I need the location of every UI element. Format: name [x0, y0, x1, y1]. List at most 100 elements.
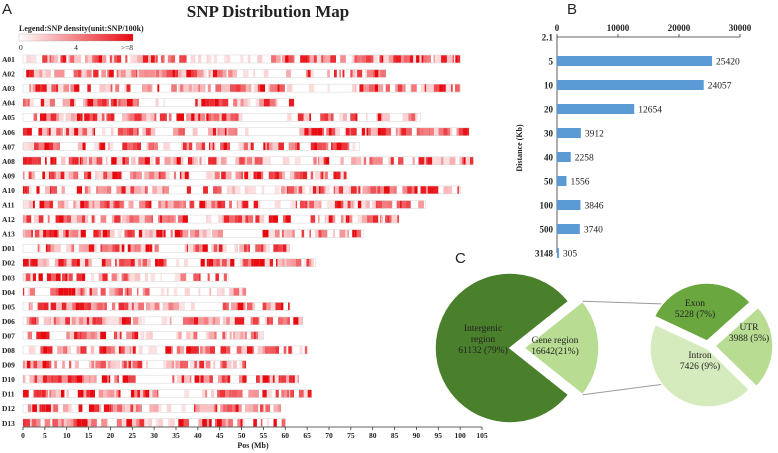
snp-density-block: [86, 389, 90, 398]
snp-density-block: [209, 375, 213, 383]
snp-density-block: [91, 215, 95, 223]
snp-density-block: [237, 98, 241, 107]
snp-density-block: [146, 142, 149, 150]
snp-density-block: [74, 128, 79, 136]
snp-density-block: [208, 259, 214, 267]
connector-line: [582, 300, 666, 305]
snp-density-block: [41, 389, 46, 398]
snp-density-block: [209, 346, 216, 354]
snp-density-block: [94, 55, 99, 63]
chromosome-label: A13: [2, 230, 15, 239]
snp-density-block: [309, 186, 312, 194]
snp-density-block: [102, 128, 106, 136]
snp-density-block: [316, 55, 322, 63]
snp-density-block: [222, 244, 227, 252]
snp-density-block: [159, 215, 163, 223]
snp-density-block: [319, 157, 324, 165]
snp-density-block: [119, 331, 122, 340]
snp-density-block: [107, 142, 110, 150]
snp-density-block: [100, 142, 106, 150]
snp-density-block: [224, 55, 228, 63]
snp-density-block: [101, 113, 105, 121]
snp-density-block: [51, 389, 56, 398]
snp-density-block: [233, 331, 235, 340]
snp-density-block: [288, 389, 291, 398]
snp-density-block: [252, 317, 258, 325]
snp-density-block: [295, 259, 302, 267]
snp-density-block: [259, 215, 265, 223]
snp-density-block: [71, 375, 75, 383]
snp-density-block: [47, 375, 52, 383]
snp-density-block: [136, 142, 142, 150]
snp-density-block: [87, 171, 92, 180]
snp-density-block: [441, 55, 447, 63]
snp-density-block: [148, 419, 153, 427]
snp-density-block: [63, 84, 70, 92]
snp-density-block: [60, 171, 65, 180]
snp-density-block: [123, 200, 125, 209]
snp-density-block: [221, 171, 226, 180]
snp-density-block: [34, 229, 40, 238]
snp-density-block: [99, 84, 106, 92]
snp-density-block: [225, 302, 229, 311]
snp-density-block: [176, 346, 181, 354]
snp-density-block: [399, 128, 402, 136]
snp-density-block: [110, 200, 114, 209]
snp-density-block: [262, 346, 265, 354]
snp-density-block: [129, 215, 134, 223]
snp-density-block: [131, 69, 137, 78]
snp-density-block: [416, 128, 420, 136]
snp-density-block: [55, 273, 61, 281]
snp-density-block: [46, 331, 50, 340]
snp-density-block: [77, 331, 80, 340]
snp-density-block: [192, 128, 198, 136]
snp-density-block: [225, 419, 229, 427]
snp-density-block: [282, 157, 286, 165]
snp-density-block: [127, 229, 133, 238]
snp-density-block: [361, 128, 366, 136]
pie-label-intron: Intron 7426 (9%): [680, 351, 720, 372]
snp-density-block: [92, 128, 94, 136]
snp-density-block: [262, 389, 267, 398]
snp-density-block: [245, 128, 249, 136]
snp-density-block: [242, 346, 247, 354]
snp-density-block: [118, 69, 121, 78]
snp-density-block: [73, 200, 76, 209]
snp-density-block: [125, 186, 131, 194]
snp-density-block: [56, 302, 61, 311]
snp-density-block: [42, 84, 47, 92]
snp-density-block: [222, 288, 225, 296]
snp-density-block: [163, 360, 167, 369]
snp-density-block: [50, 244, 55, 252]
snp-density-block: [121, 360, 124, 369]
snp-density-block: [198, 419, 203, 427]
snp-density-block: [288, 142, 291, 150]
snp-density-block: [457, 186, 459, 194]
snp-density-block: [288, 98, 295, 107]
snp-density-block: [448, 186, 453, 194]
snp-density-block: [183, 200, 186, 209]
snp-density-block: [67, 273, 69, 281]
snp-density-block: [209, 419, 212, 427]
snp-density-block: [29, 84, 32, 92]
chromosome-label: D11: [2, 390, 15, 399]
snp-density-block: [62, 360, 65, 369]
snp-density-block: [79, 317, 84, 325]
snp-density-block: [459, 157, 462, 165]
snp-density-block: [418, 157, 425, 165]
snp-density-block: [259, 404, 264, 412]
snp-density-block: [325, 215, 329, 223]
snp-density-block: [226, 186, 233, 194]
snp-density-block: [66, 375, 68, 383]
snp-density-block: [109, 389, 115, 398]
snp-density-block: [228, 69, 233, 78]
snp-density-block: [215, 404, 218, 412]
snp-density-block: [44, 200, 50, 209]
snp-density-block: [50, 229, 54, 238]
snp-density-block: [244, 360, 246, 369]
snp-density-block: [208, 375, 210, 383]
snp-density-block: [171, 360, 175, 369]
snp-density-block: [166, 360, 172, 369]
snp-density-block: [286, 84, 293, 92]
snp-density-block: [190, 55, 196, 63]
